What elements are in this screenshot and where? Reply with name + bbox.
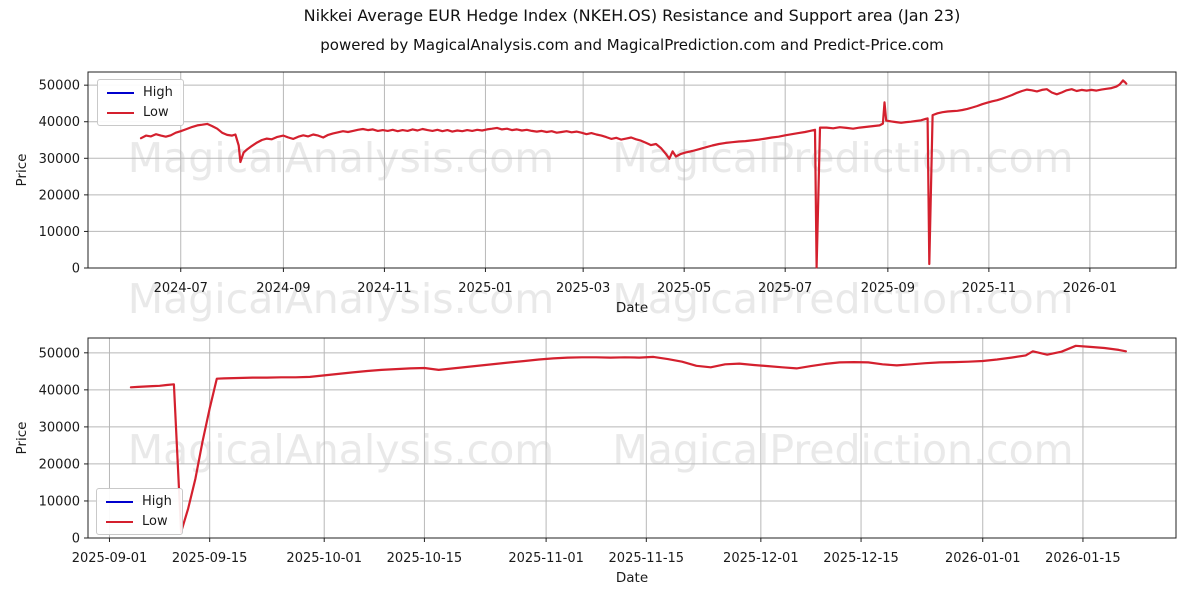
legend-label-low: Low xyxy=(143,105,169,120)
chart-subtitle: powered by MagicalAnalysis.com and Magic… xyxy=(320,36,944,54)
chart-title: Nikkei Average EUR Hedge Index (NKEH.OS)… xyxy=(303,6,961,25)
low-line xyxy=(139,79,1128,269)
x-tick-label: 2025-03 xyxy=(556,281,610,296)
y-axis-label-top: Price xyxy=(14,153,30,187)
x-tick-label: 2025-11-01 xyxy=(508,551,584,566)
x-tick-label: 2026-01 xyxy=(1063,281,1117,296)
y-tick-label: 40000 xyxy=(39,383,80,398)
x-tick-label: 2025-11-15 xyxy=(609,551,685,566)
x-tick-label: 2024-07 xyxy=(154,281,208,296)
legend-item-low: Low xyxy=(107,105,173,120)
x-tick-label: 2025-11 xyxy=(962,281,1016,296)
x-tick-label: 2024-11 xyxy=(357,281,411,296)
y-tick-label: 30000 xyxy=(39,152,80,167)
watermark-magicalprediction: MagicalPrediction.com xyxy=(612,426,1073,474)
x-tick-label: 2025-12-01 xyxy=(723,551,799,566)
y-tick-label: 10000 xyxy=(39,494,80,509)
watermark-magicalanalysis: MagicalAnalysis.com xyxy=(128,275,555,323)
x-tick-label: 2024-09 xyxy=(256,281,310,296)
x-axis-label-top: Date xyxy=(615,300,649,316)
x-tick-label: 2026-01-15 xyxy=(1045,551,1121,566)
x-axis-label-bottom: Date xyxy=(615,570,649,586)
legend-top: High Low xyxy=(97,79,184,126)
x-tick-label: 2025-09-15 xyxy=(172,551,248,566)
watermark-magicalanalysis: MagicalAnalysis.com xyxy=(128,426,555,474)
x-tick-label: 2025-10-15 xyxy=(387,551,463,566)
legend-item-high: High xyxy=(106,494,172,509)
legend-label-high: High xyxy=(143,85,173,100)
y-tick-label: 40000 xyxy=(39,115,80,130)
legend-label-high: High xyxy=(142,494,172,509)
y-tick-label: 30000 xyxy=(39,420,80,435)
high-line-swatch xyxy=(106,500,133,503)
y-tick-label: 0 xyxy=(72,262,80,277)
x-tick-label: 2026-01-01 xyxy=(945,551,1021,566)
x-tick-label: 2025-09 xyxy=(861,281,915,296)
x-tick-label: 2025-01 xyxy=(458,281,512,296)
y-tick-label: 0 xyxy=(72,532,80,547)
axes-frame xyxy=(87,71,1177,269)
legend-label-low: Low xyxy=(142,514,168,529)
y-tick-label: 20000 xyxy=(39,188,80,203)
y-tick-label: 10000 xyxy=(39,225,80,240)
legend-item-low: Low xyxy=(106,514,172,529)
x-tick-label: 2025-10-01 xyxy=(286,551,362,566)
x-tick-label: 2025-12-15 xyxy=(823,551,899,566)
axes-frame xyxy=(87,337,1177,539)
y-axis-label-bottom: Price xyxy=(14,421,30,455)
y-tick-label: 20000 xyxy=(39,457,80,472)
x-tick-label: 2025-09-01 xyxy=(72,551,148,566)
low-line-swatch xyxy=(106,520,133,523)
watermark-magicalprediction: MagicalPrediction.com xyxy=(612,275,1073,323)
high-line-swatch xyxy=(107,91,134,94)
low-line xyxy=(129,344,1128,534)
y-tick-label: 50000 xyxy=(39,79,80,94)
legend-item-high: High xyxy=(107,85,173,100)
low-line-swatch xyxy=(107,111,134,114)
legend-bottom: High Low xyxy=(96,488,183,535)
y-tick-label: 50000 xyxy=(39,346,80,361)
x-tick-label: 2025-07 xyxy=(758,281,812,296)
x-tick-label: 2025-05 xyxy=(657,281,711,296)
